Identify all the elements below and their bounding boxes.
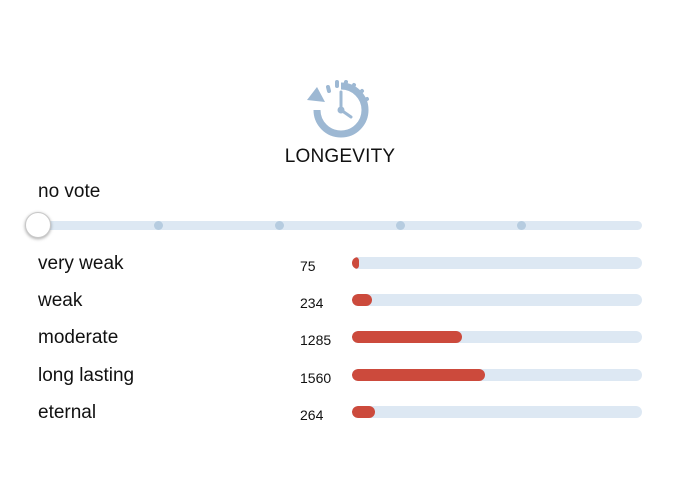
result-bar bbox=[352, 294, 642, 306]
result-count: 234 bbox=[300, 295, 324, 311]
page-title: LONGEVITY bbox=[284, 146, 396, 167]
result-row-very-weak: very weak 75 bbox=[0, 253, 700, 283]
result-label: eternal bbox=[38, 402, 97, 423]
slider-step-dot[interactable] bbox=[517, 221, 526, 230]
result-bar bbox=[352, 331, 642, 343]
result-label: long lasting bbox=[38, 365, 135, 386]
result-row-weak: weak 234 bbox=[0, 290, 700, 320]
result-bar-fill bbox=[352, 369, 485, 381]
result-count: 1285 bbox=[300, 332, 332, 348]
result-row-long-lasting: long lasting 1560 bbox=[0, 365, 700, 395]
result-bar bbox=[352, 369, 642, 381]
result-bar-fill bbox=[352, 257, 359, 269]
result-row-eternal: eternal 264 bbox=[0, 402, 700, 432]
result-bar bbox=[352, 257, 642, 269]
clock-history-icon bbox=[307, 78, 375, 142]
result-bar-fill bbox=[352, 406, 375, 418]
slider-thumb[interactable] bbox=[25, 212, 51, 238]
slider-step-dot[interactable] bbox=[396, 221, 405, 230]
vote-status-label: no vote bbox=[38, 181, 101, 202]
slider-step-dot[interactable] bbox=[275, 221, 284, 230]
result-count: 75 bbox=[300, 258, 316, 274]
slider-track[interactable] bbox=[38, 221, 642, 230]
result-bar-fill bbox=[352, 294, 372, 306]
result-row-moderate: moderate 1285 bbox=[0, 327, 700, 357]
result-label: very weak bbox=[38, 253, 124, 274]
result-bar-fill bbox=[352, 331, 462, 343]
result-bar bbox=[352, 406, 642, 418]
result-count: 264 bbox=[300, 407, 324, 423]
result-count: 1560 bbox=[300, 370, 332, 386]
vote-slider[interactable] bbox=[25, 212, 642, 238]
result-label: weak bbox=[38, 290, 83, 311]
slider-step-dot[interactable] bbox=[154, 221, 163, 230]
result-label: moderate bbox=[38, 327, 119, 348]
